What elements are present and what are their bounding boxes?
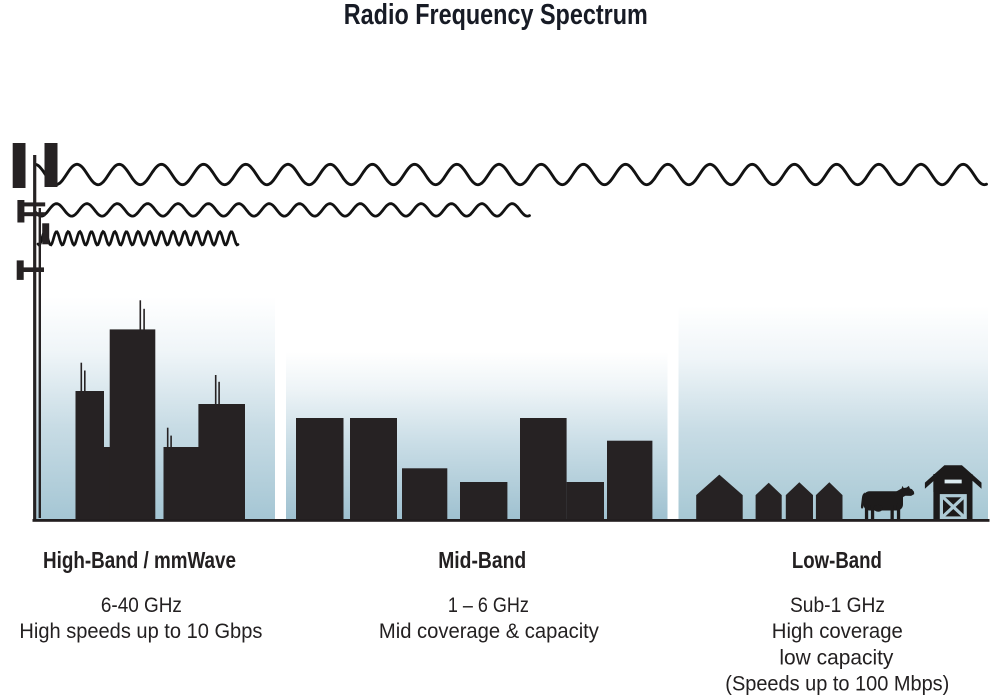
svg-text:Mid coverage & capacity: Mid coverage & capacity [379,618,599,643]
svg-text:(Speeds up to 100 Mbps): (Speeds up to 100 Mbps) [725,671,949,696]
svg-text:High coverage: High coverage [772,618,903,643]
svg-text:High-Band / mmWave: High-Band / mmWave [43,547,236,573]
svg-text:Radio Frequency Spectrum: Radio Frequency Spectrum [344,0,648,31]
svg-text:Mid-Band: Mid-Band [438,547,526,573]
svg-text:low capacity: low capacity [779,644,893,669]
svg-text:1 – 6 GHz: 1 – 6 GHz [448,592,529,617]
svg-text:Sub-1 GHz: Sub-1 GHz [790,592,885,617]
svg-text:6-40 GHz: 6-40 GHz [101,592,182,617]
svg-text:High speeds up to 10 Gbps: High speeds up to 10 Gbps [19,618,262,643]
svg-text:Low-Band: Low-Band [792,547,882,573]
